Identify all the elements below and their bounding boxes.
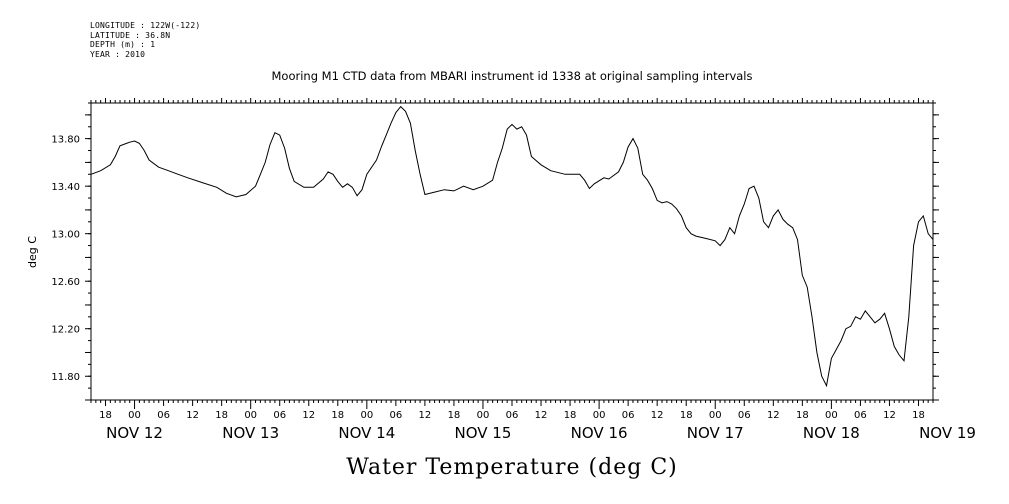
label-layer: 18 00 06 12 18 00 06 12 18 00 06 12 18 00 06 12 18 00 06 12… — [51, 135, 976, 442]
y-tick-label: 13.40 — [51, 182, 80, 193]
x-date-label: NOV 17 — [687, 424, 744, 442]
plot-frame — [90, 102, 934, 401]
chart-title: Mooring M1 CTD data from MBARI instrumen… — [272, 69, 753, 83]
chart-metadata: LONGITUDE : 122W(-122) LATITUDE : 36.8N … — [90, 21, 200, 59]
x-hour-tick-label: 00 — [825, 410, 838, 421]
x-hour-tick-label: 12 — [302, 410, 315, 421]
x-hour-tick-label: 00 — [593, 410, 606, 421]
latitude-label: LATITUDE : 36.8N — [90, 30, 171, 40]
tick-layer — [85, 98, 939, 409]
x-hour-tick-label: 06 — [622, 410, 635, 421]
y-tick-label: 11.80 — [51, 372, 80, 383]
x-hour-tick-label: 00 — [709, 410, 722, 421]
x-hour-tick-label: 06 — [389, 410, 402, 421]
y-tick-label: 13.00 — [51, 230, 80, 241]
longitude-label: LONGITUDE : 122W(-122) — [90, 21, 201, 30]
x-hour-tick-label: 18 — [564, 410, 577, 421]
x-date-label: NOV 18 — [803, 424, 860, 442]
y-tick-label: 12.60 — [51, 277, 80, 288]
x-axis-title: Water Temperature (deg C) — [346, 455, 678, 480]
x-hour-tick-label: 06 — [738, 410, 751, 421]
x-hour-tick-label: 12 — [535, 410, 548, 421]
x-hour-tick-label: 18 — [912, 410, 925, 421]
depth-label: DEPTH (m) : 1 — [90, 40, 156, 50]
x-hour-tick-label: 06 — [506, 410, 519, 421]
x-hour-tick-label: 18 — [215, 410, 228, 421]
x-date-label: NOV 12 — [106, 424, 163, 442]
temperature-line — [90, 105, 934, 388]
x-date-label: NOV 19 — [919, 424, 976, 442]
x-date-label: NOV 15 — [455, 424, 512, 442]
x-hour-tick-label: 18 — [99, 410, 112, 421]
x-hour-tick-label: 12 — [186, 410, 199, 421]
x-hour-tick-label: 18 — [680, 410, 693, 421]
x-date-label: NOV 16 — [571, 424, 628, 442]
y-tick-label: 12.20 — [51, 325, 80, 336]
x-date-label: NOV 13 — [222, 424, 279, 442]
x-hour-tick-label: 00 — [360, 410, 373, 421]
x-hour-tick-label: 00 — [244, 410, 257, 421]
x-hour-tick-label: 06 — [854, 410, 867, 421]
x-hour-tick-label: 06 — [157, 410, 170, 421]
x-hour-tick-label: 00 — [477, 410, 490, 421]
x-hour-tick-label: 18 — [448, 410, 461, 421]
x-date-label: NOV 14 — [338, 424, 395, 442]
x-hour-tick-label: 12 — [651, 410, 664, 421]
x-hour-tick-label: 18 — [331, 410, 344, 421]
y-tick-label: 13.80 — [51, 135, 80, 146]
x-hour-tick-label: 18 — [796, 410, 809, 421]
x-hour-tick-label: 12 — [767, 410, 780, 421]
x-hour-tick-label: 00 — [128, 410, 141, 421]
y-axis-label: deg C — [26, 236, 39, 268]
year-label: YEAR : 2010 — [90, 49, 146, 59]
x-hour-tick-label: 06 — [273, 410, 286, 421]
x-hour-tick-label: 12 — [883, 410, 896, 421]
x-hour-tick-label: 12 — [419, 410, 432, 421]
